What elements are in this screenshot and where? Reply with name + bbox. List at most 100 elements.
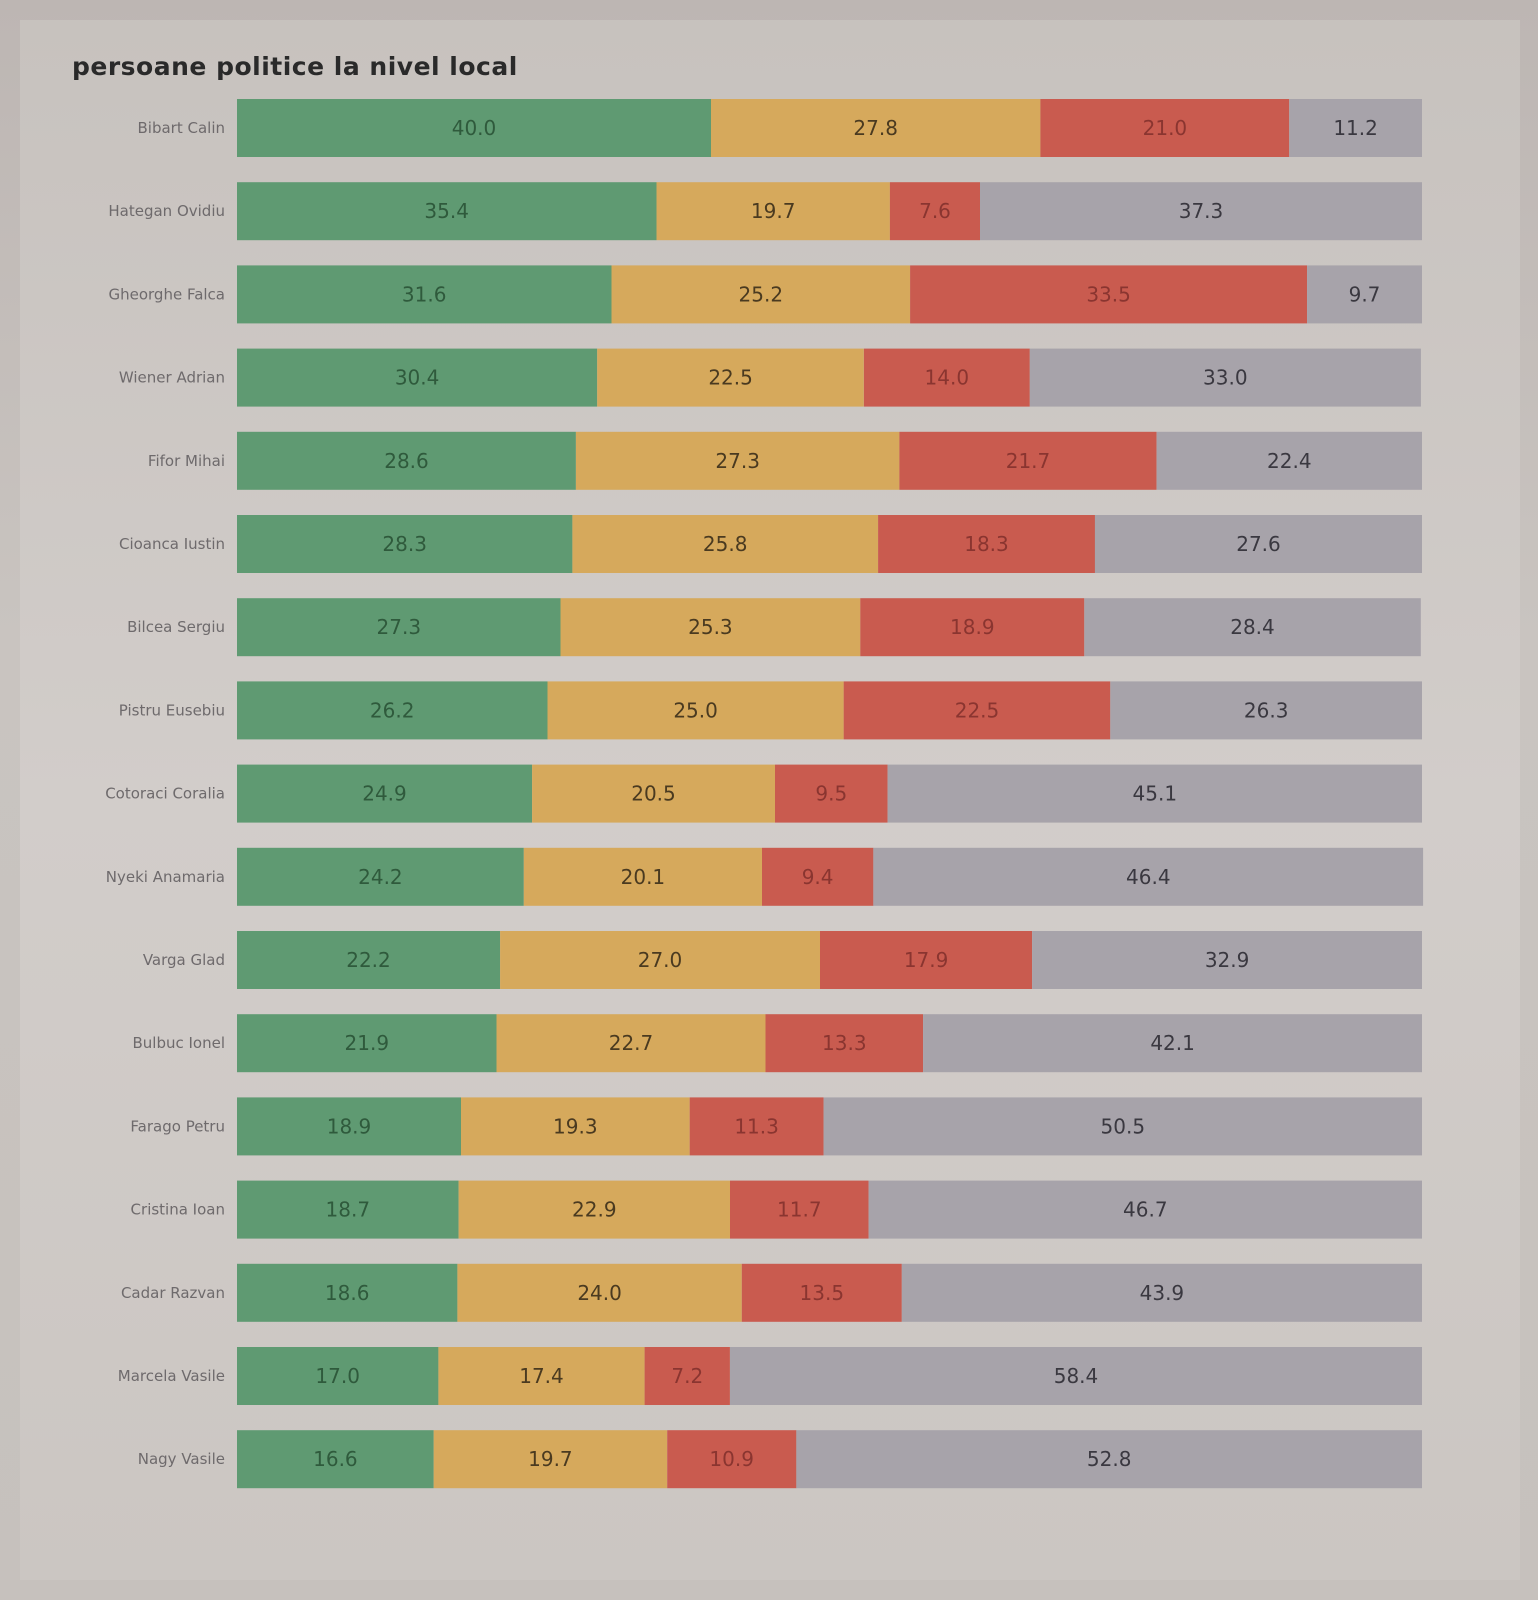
bar-row: Gheorghe Falca 31.6 25.2 33.5 9.7 xyxy=(108,265,1422,324)
bar-segment-green xyxy=(237,99,711,157)
value-label-red: 17.9 xyxy=(904,948,949,972)
bar-row: Fifor Mihai 28.6 27.3 21.7 22.4 xyxy=(148,431,1422,490)
value-label-gray: 52.8 xyxy=(1087,1447,1132,1471)
value-label-red: 10.9 xyxy=(709,1447,754,1471)
bar-segment-red xyxy=(730,1180,869,1239)
category-label: Fifor Mihai xyxy=(148,452,225,470)
category-label: Nagy Vasile xyxy=(138,1450,225,1468)
value-label-yellow: 22.5 xyxy=(708,366,753,390)
bar-segment-gray xyxy=(1289,99,1422,157)
value-label-yellow: 24.0 xyxy=(577,1281,622,1305)
bar-segment-red xyxy=(820,931,1033,989)
value-label-gray: 58.4 xyxy=(1054,1364,1099,1388)
value-label-yellow: 25.0 xyxy=(673,698,718,722)
bar-segment-gray xyxy=(1084,598,1421,657)
value-label-red: 21.7 xyxy=(1006,449,1051,473)
bar-row: Varga Glad 22.2 27.0 17.9 32.9 xyxy=(143,931,1422,989)
bar-row: Cioanca Iustin 28.3 25.8 18.3 27.6 xyxy=(119,515,1422,573)
category-label: Gheorghe Falca xyxy=(108,285,225,303)
bar-segment-red xyxy=(843,681,1111,740)
value-label-gray: 37.3 xyxy=(1179,199,1224,223)
bar-segment-green xyxy=(237,1014,497,1073)
category-label: Hategan Ovidiu xyxy=(108,202,225,220)
value-label-green: 35.4 xyxy=(424,199,469,223)
bar-segment-gray xyxy=(1029,348,1421,407)
bar-segment-red xyxy=(878,515,1095,573)
bar-segment-red xyxy=(765,1014,924,1073)
bar-segment-red xyxy=(775,764,888,823)
value-label-green: 24.9 xyxy=(362,782,407,806)
value-label-yellow: 19.3 xyxy=(553,1114,598,1138)
bar-segment-red xyxy=(667,1430,797,1489)
bar-row: Cristina Ioan 18.7 22.9 11.7 46.7 xyxy=(131,1180,1422,1239)
value-label-red: 18.9 xyxy=(950,615,995,639)
bar-segment-yellow xyxy=(458,1180,730,1239)
bar-segment-gray xyxy=(1032,931,1422,989)
value-label-green: 24.2 xyxy=(358,865,403,889)
category-label: Cadar Razvan xyxy=(121,1284,225,1302)
bar-segment-yellow xyxy=(461,1097,690,1156)
bar-row: Wiener Adrian 30.4 22.5 14.0 33.0 xyxy=(119,348,1421,407)
bar-segment-gray xyxy=(1094,515,1422,573)
bar-segment-yellow xyxy=(532,764,775,823)
category-label: Cristina Ioan xyxy=(131,1201,225,1219)
category-label: Cotoraci Coralia xyxy=(105,785,225,803)
value-label-yellow: 27.0 xyxy=(638,948,683,972)
bar-segment-yellow xyxy=(597,348,864,407)
bar-segment-red xyxy=(689,1097,824,1156)
value-label-yellow: 20.1 xyxy=(621,865,666,889)
value-label-red: 33.5 xyxy=(1086,282,1131,306)
bar-segment-gray xyxy=(1110,681,1422,740)
value-label-gray: 28.4 xyxy=(1230,615,1275,639)
bar-segment-yellow xyxy=(572,515,879,573)
bar-segment-yellow xyxy=(711,99,1041,157)
value-label-red: 7.2 xyxy=(671,1364,703,1388)
bar-segment-yellow xyxy=(547,681,844,740)
value-label-yellow: 27.3 xyxy=(715,449,760,473)
value-label-green: 31.6 xyxy=(402,282,447,306)
bar-segment-yellow xyxy=(496,1014,766,1073)
bar-segment-green xyxy=(237,182,657,241)
value-label-yellow: 17.4 xyxy=(519,1364,564,1388)
bar-segment-yellow xyxy=(500,931,820,989)
value-label-gray: 32.9 xyxy=(1205,948,1250,972)
value-label-green: 28.3 xyxy=(382,532,427,556)
value-label-green: 16.6 xyxy=(313,1447,358,1471)
bar-row: Cotoraci Coralia 24.9 20.5 9.5 45.1 xyxy=(105,764,1422,823)
bar-segment-red xyxy=(889,182,980,241)
value-label-yellow: 19.7 xyxy=(528,1447,573,1471)
bar-row: Hategan Ovidiu 35.4 19.7 7.6 37.3 xyxy=(108,182,1422,241)
bar-segment-green xyxy=(237,1180,459,1239)
bar-segment-gray xyxy=(923,1014,1422,1073)
value-label-green: 27.3 xyxy=(377,615,422,639)
value-label-gray: 45.1 xyxy=(1133,782,1178,806)
value-label-gray: 33.0 xyxy=(1203,366,1248,390)
category-label: Nyeki Anamaria xyxy=(106,868,225,886)
bar-row: Nagy Vasile 16.6 19.7 10.9 52.8 xyxy=(138,1430,1422,1489)
bar-segment-red xyxy=(910,265,1308,324)
bar-segment-yellow xyxy=(560,598,861,657)
bar-segment-green xyxy=(237,515,573,573)
bar-segment-green xyxy=(237,431,576,490)
value-label-gray: 26.3 xyxy=(1244,698,1289,722)
bar-segment-green xyxy=(237,764,533,823)
bar-segment-yellow xyxy=(575,431,900,490)
bar-segment-gray xyxy=(980,182,1422,241)
value-label-red: 22.5 xyxy=(955,698,1000,722)
value-label-gray: 11.2 xyxy=(1333,116,1378,140)
bar-segment-green xyxy=(237,1430,434,1489)
value-label-green: 18.7 xyxy=(326,1198,371,1222)
value-label-green: 21.9 xyxy=(345,1031,390,1055)
bar-segment-green xyxy=(237,1347,439,1405)
value-label-yellow: 20.5 xyxy=(631,782,676,806)
bar-segment-yellow xyxy=(611,265,911,324)
bar-segment-green xyxy=(237,1263,458,1322)
value-label-yellow: 25.2 xyxy=(739,282,784,306)
value-label-red: 13.5 xyxy=(800,1281,845,1305)
bar-row: Nyeki Anamaria 24.2 20.1 9.4 46.4 xyxy=(106,847,1424,906)
bar-segment-green xyxy=(237,348,598,407)
bar-segment-yellow xyxy=(457,1263,742,1322)
value-label-yellow: 19.7 xyxy=(751,199,796,223)
category-label: Farago Petru xyxy=(130,1117,225,1135)
category-label: Bilcea Sergiu xyxy=(127,618,225,636)
